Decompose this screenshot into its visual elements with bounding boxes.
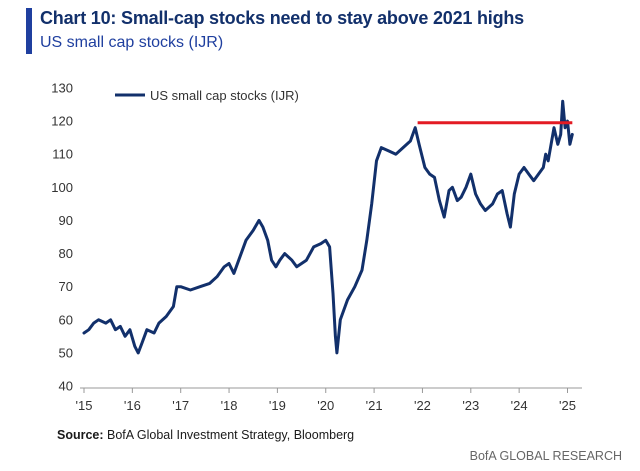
- y-tick-label: 60: [59, 312, 73, 327]
- y-tick-label: 70: [59, 279, 73, 294]
- source-label: Source:: [57, 428, 104, 442]
- y-tick-label: 50: [59, 345, 73, 360]
- x-tick-label: '18: [221, 398, 238, 413]
- x-axis: '15 '16 '17 '18 '19 '20 '21 '22 '23 '24 '25: [76, 387, 582, 413]
- x-tick-label: '25: [559, 398, 576, 413]
- x-tick-label: '17: [172, 398, 189, 413]
- source-note: Source: BofA Global Investment Strategy,…: [57, 428, 354, 442]
- chart-subtitle: US small cap stocks (IJR): [40, 34, 224, 51]
- x-tick-label: '21: [366, 398, 383, 413]
- source-text: BofA Global Investment Strategy, Bloombe…: [103, 428, 355, 442]
- chart-title: Chart 10: Small-cap stocks need to stay …: [40, 8, 524, 28]
- x-tick-label: '19: [269, 398, 286, 413]
- title-accent-bar: [26, 8, 32, 54]
- x-tick-label: '16: [124, 398, 141, 413]
- series-line: [82, 99, 574, 355]
- x-tick-label: '23: [462, 398, 479, 413]
- x-tick-label: '24: [511, 398, 528, 413]
- x-tick-label: '20: [317, 398, 334, 413]
- y-tick-label: 120: [51, 114, 73, 129]
- plot-area: [82, 99, 574, 355]
- brand-footer: BofA GLOBAL RESEARCH: [469, 449, 622, 463]
- y-tick-label: 80: [59, 246, 73, 261]
- y-tick-label: 90: [59, 213, 73, 228]
- x-tick-label: '22: [414, 398, 431, 413]
- x-tick-label: '15: [76, 398, 93, 413]
- y-tick-label: 100: [51, 180, 73, 195]
- y-tick-label: 110: [52, 147, 73, 162]
- legend: US small cap stocks (IJR): [115, 88, 299, 103]
- y-tick-label: 40: [59, 379, 73, 394]
- y-axis: 40 50 60 70 80 90 100 110 120 130: [51, 81, 73, 394]
- y-tick-label: 130: [51, 81, 73, 96]
- legend-label: US small cap stocks (IJR): [150, 88, 299, 103]
